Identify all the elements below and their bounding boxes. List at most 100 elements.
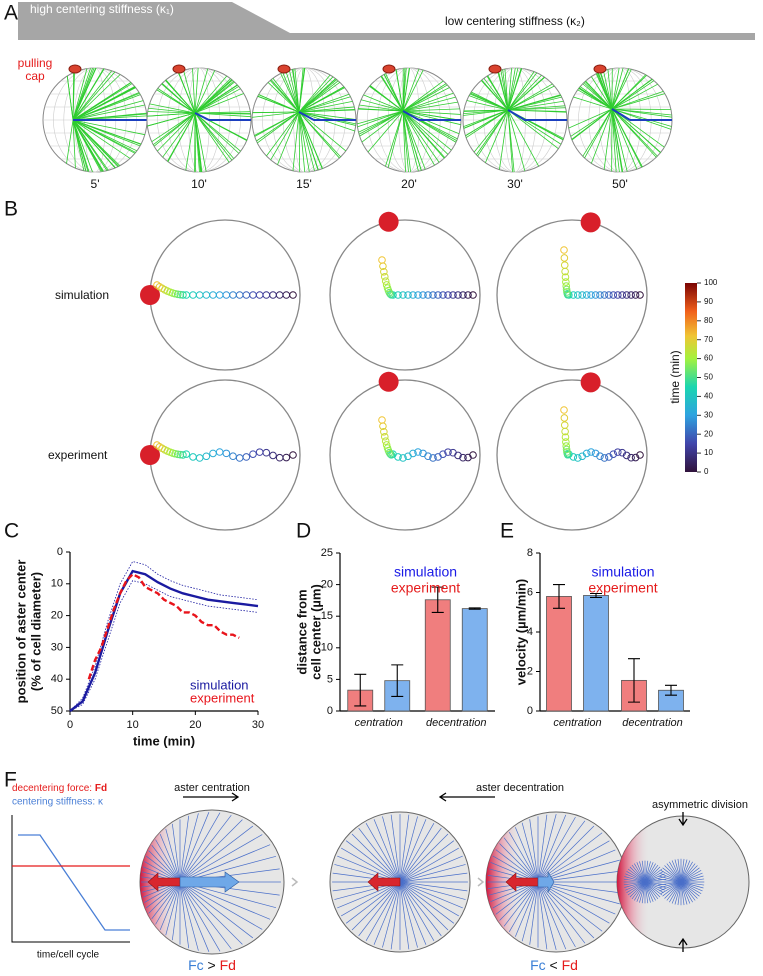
trajectory-point: [419, 291, 427, 299]
aster-ray: [680, 881, 696, 901]
x-tick-label: 0: [67, 719, 73, 731]
microtubule: [497, 70, 509, 111]
microtubule: [288, 70, 300, 113]
trajectory-point: [591, 291, 600, 299]
aster-ray: [399, 881, 455, 924]
aster-ray: [626, 871, 646, 883]
aster-ray: [179, 881, 221, 952]
aster-ray: [644, 866, 661, 883]
microtubule: [252, 111, 300, 118]
aster-ray: [537, 881, 576, 948]
trajectory-point: [587, 448, 595, 456]
microtubule: [611, 108, 617, 172]
panel-label: F: [4, 769, 17, 792]
aster-ray: [373, 819, 401, 883]
microtubule: [298, 111, 357, 120]
microtubule: [72, 119, 89, 172]
microtubule: [72, 92, 140, 121]
aster-ray: [634, 863, 646, 883]
trajectory-point: [600, 454, 609, 462]
time-label: 20': [401, 177, 417, 191]
microtubule: [270, 111, 300, 161]
trajectory-point: [454, 291, 462, 299]
aster-ray: [171, 823, 181, 883]
aster-ray: [365, 823, 401, 883]
trajectory-point: [179, 451, 187, 459]
microtubule: [72, 119, 136, 153]
microtubule: [157, 112, 196, 152]
aster-ray: [660, 870, 682, 883]
fc: Fc: [188, 957, 204, 973]
trajectory-point: [560, 421, 569, 429]
bar: [546, 596, 572, 712]
trajectory-point: [469, 291, 477, 299]
aster-ray: [399, 823, 435, 883]
microtubule: [402, 83, 447, 112]
microtubule: [72, 72, 75, 121]
trajectory-point: [459, 291, 467, 299]
microtubule: [298, 96, 351, 113]
microtubule: [72, 70, 113, 121]
microtubule: [611, 108, 638, 170]
aster-ray: [658, 881, 682, 889]
trajectory-point: [182, 450, 191, 458]
aster-ray: [680, 881, 688, 905]
aster-ray: [664, 881, 682, 899]
microtubule: [72, 119, 108, 171]
aster-ray: [537, 825, 595, 883]
stage-label: aster centration: [174, 782, 250, 794]
microtubule: [298, 111, 340, 159]
y-tick-label: 0: [527, 705, 533, 717]
trajectory-point: [153, 281, 161, 289]
colorbar: [685, 283, 697, 472]
aster-ray: [657, 881, 682, 886]
trajectory-point: [560, 406, 568, 414]
trajectory-point: [622, 291, 631, 299]
aster-ray: [399, 881, 418, 948]
aster-ray: [537, 814, 567, 883]
trajectory-point: [176, 290, 185, 299]
trajectory-point: [618, 291, 627, 299]
aster-ray: [639, 861, 646, 883]
microtubule: [285, 71, 300, 113]
pulling-cap: [277, 64, 291, 74]
time-label: 30': [507, 177, 523, 191]
microtubule: [611, 108, 672, 116]
microtubule: [72, 119, 145, 136]
aster-ray: [151, 881, 181, 920]
microtubule: [402, 68, 420, 112]
aster-ray: [521, 881, 539, 942]
x-axis-label: time (min): [133, 733, 195, 748]
microtubule: [579, 86, 613, 110]
microtubule: [298, 111, 347, 152]
microtubule: [469, 93, 509, 111]
aster-ray: [508, 832, 539, 883]
aster-ray: [674, 881, 682, 905]
microtubule: [161, 83, 196, 114]
microtubule: [66, 75, 74, 121]
panel-label: A: [4, 2, 18, 25]
aster-ray: [669, 861, 682, 883]
microtubule: [72, 87, 136, 121]
microtubule: [72, 119, 142, 145]
aster-ray: [499, 881, 539, 921]
trajectory-point: [153, 441, 161, 449]
trajectory-point: [439, 291, 447, 299]
series-line: [69, 569, 259, 712]
microtubule: [507, 67, 516, 111]
aster-ray: [337, 855, 401, 883]
aster-ray: [495, 849, 539, 883]
aster-ray: [179, 815, 190, 883]
trajectory-point: [636, 451, 644, 459]
x-tick-label: decentration: [622, 717, 683, 729]
y-tick-label: 50: [51, 705, 63, 717]
microtubule: [256, 111, 300, 142]
y-tick-label: 0: [57, 546, 63, 558]
microtubule: [573, 96, 613, 110]
microtubule: [507, 72, 538, 111]
aster-ray: [365, 881, 401, 941]
legend-entry: simulation: [591, 564, 654, 580]
aster-ray: [644, 876, 666, 883]
microtubule: [387, 110, 404, 168]
microtubule: [395, 69, 404, 112]
